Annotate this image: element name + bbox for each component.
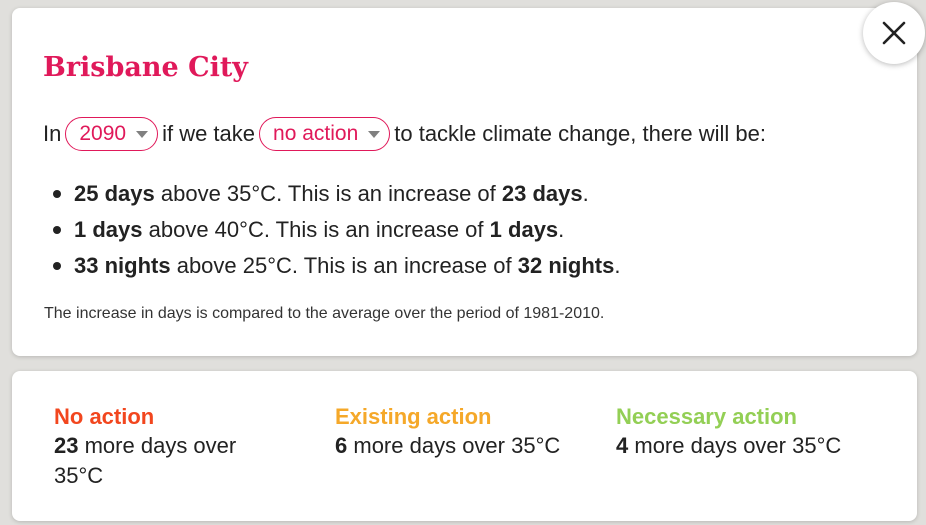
scenario-name: Existing action xyxy=(335,404,492,429)
stat-increase: 1 days xyxy=(489,217,559,242)
bullet-icon xyxy=(53,226,61,234)
stat-amount: 33 nights xyxy=(74,253,171,278)
action-select-value: no action xyxy=(273,122,359,145)
scenario-name: Necessary action xyxy=(616,404,797,429)
scenario-necessary-action: Necessary action 4 more days over 35°C xyxy=(616,403,856,461)
stat-end: . xyxy=(582,181,589,206)
scenario-value: 4 xyxy=(616,433,629,458)
sentence-prefix: In xyxy=(43,121,62,146)
stat-amount: 1 days xyxy=(74,217,143,242)
scenario-text: more days over 35°C xyxy=(634,433,842,458)
stat-amount: 25 days xyxy=(74,181,155,206)
stat-text: above 25°C. This is an increase of xyxy=(176,253,512,278)
close-icon xyxy=(882,21,906,45)
close-button[interactable] xyxy=(863,2,925,64)
action-select[interactable]: no action xyxy=(259,117,391,151)
sentence-suffix: to tackle climate change, there will be: xyxy=(394,121,766,146)
scenario-description: 4 more days over 35°C xyxy=(616,431,846,461)
scenario-sentence: In 2090 if we take no action to tackle c… xyxy=(43,115,770,153)
stat-text: above 35°C. This is an increase of xyxy=(160,181,496,206)
stat-end: . xyxy=(614,253,621,278)
year-select[interactable]: 2090 xyxy=(65,117,159,151)
list-item: 25 days above 35°C. This is an increase … xyxy=(53,176,620,212)
scenario-name: No action xyxy=(54,404,155,429)
stat-end: . xyxy=(558,217,565,242)
year-select-value: 2090 xyxy=(79,122,127,145)
location-title: Brisbane City xyxy=(43,52,248,83)
sentence-middle: if we take xyxy=(162,121,256,146)
chevron-down-icon xyxy=(136,130,149,138)
stat-increase: 23 days xyxy=(501,181,583,206)
scenario-value: 6 xyxy=(335,433,348,458)
bullet-icon xyxy=(53,190,61,198)
scenario-text: more days over 35°C xyxy=(353,433,561,458)
statistics-list: 25 days above 35°C. This is an increase … xyxy=(53,176,621,284)
list-item: 33 nights above 25°C. This is an increas… xyxy=(53,248,621,284)
footnote: The increase in days is compared to the … xyxy=(44,305,605,322)
scenario-no-action: No action 23 more days over 35°C xyxy=(54,403,294,491)
scenario-description: 6 more days over 35°C xyxy=(335,431,565,461)
bullet-icon xyxy=(53,262,61,270)
scenario-value: 23 xyxy=(54,433,79,458)
summary-panel: Brisbane City In 2090 if we take no acti… xyxy=(12,8,917,356)
stat-text: above 40°C. This is an increase of xyxy=(148,217,484,242)
scenario-comparison-panel: No action 23 more days over 35°C Existin… xyxy=(12,371,917,521)
stat-increase: 32 nights xyxy=(517,253,615,278)
list-item: 1 days above 40°C. This is an increase o… xyxy=(53,212,620,248)
scenario-existing-action: Existing action 6 more days over 35°C xyxy=(335,403,575,461)
scenario-description: 23 more days over 35°C xyxy=(54,431,284,491)
chevron-down-icon xyxy=(368,130,381,138)
scenario-text: more days over 35°C xyxy=(54,433,237,488)
